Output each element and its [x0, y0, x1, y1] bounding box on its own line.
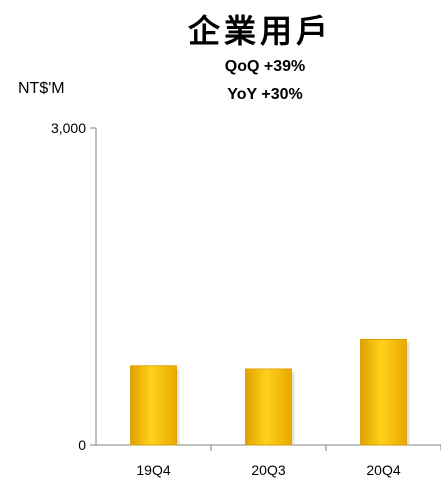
x-tick-label: 20Q3 — [251, 462, 285, 478]
y-axis-unit: NT$'M — [18, 80, 65, 97]
x-tick-label: 20Q4 — [366, 462, 400, 478]
qoq-growth: QoQ +39% — [224, 58, 306, 75]
chart-title: 企業用戶 — [187, 12, 332, 50]
y-tick-label: 3,000 — [51, 120, 86, 136]
yoy-growth: YoY +30% — [227, 86, 303, 103]
bar-19q4 — [130, 365, 177, 446]
bar-20q3 — [245, 368, 292, 446]
x-tick-label: 19Q4 — [136, 462, 170, 478]
y-tick-label: 0 — [78, 437, 86, 453]
bar-20q4 — [360, 338, 407, 446]
